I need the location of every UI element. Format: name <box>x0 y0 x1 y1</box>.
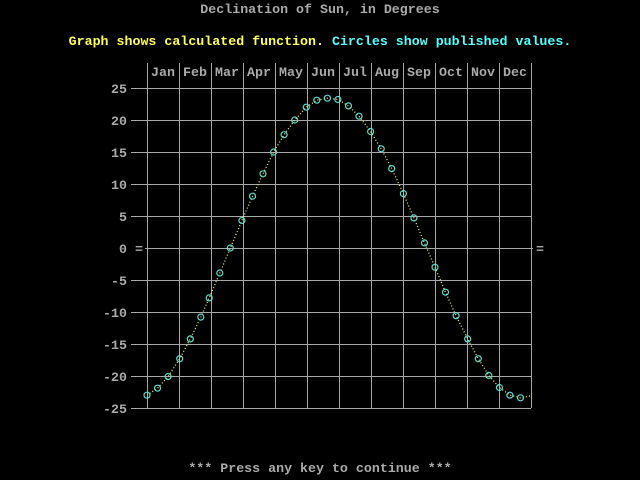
month-label: Feb <box>183 65 207 80</box>
data-point-circle <box>270 148 278 156</box>
legend-published-label: Circles show published values. <box>331 34 572 49</box>
data-point-circle <box>248 192 257 200</box>
data-point-circle <box>259 170 267 178</box>
data-point-circle <box>344 102 353 110</box>
y-axis-tick-label: -20 <box>103 370 127 385</box>
data-point-circle <box>495 383 503 392</box>
press-any-key-prompt: *** Press any key to continue *** <box>188 461 452 476</box>
data-point-circle <box>186 335 194 343</box>
page-title: Declination of Sun, in Degrees <box>200 2 440 17</box>
data-point-circle <box>226 244 234 252</box>
zero-axis-marker-right: = <box>536 242 544 257</box>
chart-legend: Graph shows calculated function. Circles … <box>0 34 640 50</box>
y-axis-tick-label: 15 <box>111 146 127 161</box>
data-point-circle <box>176 355 184 363</box>
data-point-circle <box>420 239 429 247</box>
y-axis-tick-label: 20 <box>111 114 127 129</box>
data-point-circle <box>485 371 493 379</box>
y-axis-tick-label: 5 <box>119 210 127 225</box>
month-label: Jan <box>151 65 175 80</box>
grid <box>131 63 533 409</box>
data-point-circle <box>399 190 407 198</box>
data-point-circle <box>291 116 299 124</box>
data-point-circle <box>334 95 342 104</box>
data-point-circle <box>410 214 418 222</box>
data-point-circle <box>143 391 151 399</box>
data-point-circle <box>313 96 321 104</box>
data-point-circle <box>464 335 472 343</box>
month-label: Jun <box>311 65 335 80</box>
data-point-circle <box>506 391 514 399</box>
month-label: May <box>279 65 303 80</box>
zero-axis-marker-left: = <box>135 242 143 257</box>
data-point-circle <box>377 145 385 153</box>
data-point-circle <box>302 103 310 111</box>
published-points <box>143 94 525 402</box>
data-point-circle <box>388 165 396 173</box>
data-point-circle <box>153 384 162 392</box>
month-label: Aug <box>375 65 399 80</box>
y-axis-tick-label: 10 <box>111 178 127 193</box>
data-point-circle <box>516 394 525 402</box>
y-axis-tick-label: 0 <box>119 242 127 257</box>
data-point-circle <box>474 355 482 363</box>
data-point-circle <box>367 127 375 136</box>
data-point-circle <box>431 263 439 271</box>
data-point-circle <box>197 313 205 321</box>
y-axis-tick-label: -15 <box>103 338 127 353</box>
data-point-circle <box>216 269 224 277</box>
data-point-circle <box>452 312 460 320</box>
data-point-circle <box>323 94 331 102</box>
data-point-circle <box>164 373 172 381</box>
y-axis-tick-label: -10 <box>103 306 127 321</box>
month-label: Apr <box>247 65 271 80</box>
data-point-circle <box>280 131 288 139</box>
month-label: Dec <box>503 65 527 80</box>
data-point-circle <box>441 288 450 296</box>
data-point-circle <box>205 294 213 302</box>
month-label: Sep <box>407 65 431 80</box>
month-label: Jul <box>343 65 367 80</box>
y-axis-tick-label: -25 <box>103 402 127 417</box>
y-axis-tick-label: 25 <box>111 82 127 97</box>
data-point-circle <box>355 112 363 120</box>
legend-calculated-label: Graph shows calculated function. <box>68 34 324 49</box>
month-label: Mar <box>215 65 239 80</box>
month-label: Nov <box>471 65 495 80</box>
y-axis-tick-label: -5 <box>111 274 127 289</box>
month-label: Oct <box>439 65 463 80</box>
data-point-circle <box>238 216 246 225</box>
